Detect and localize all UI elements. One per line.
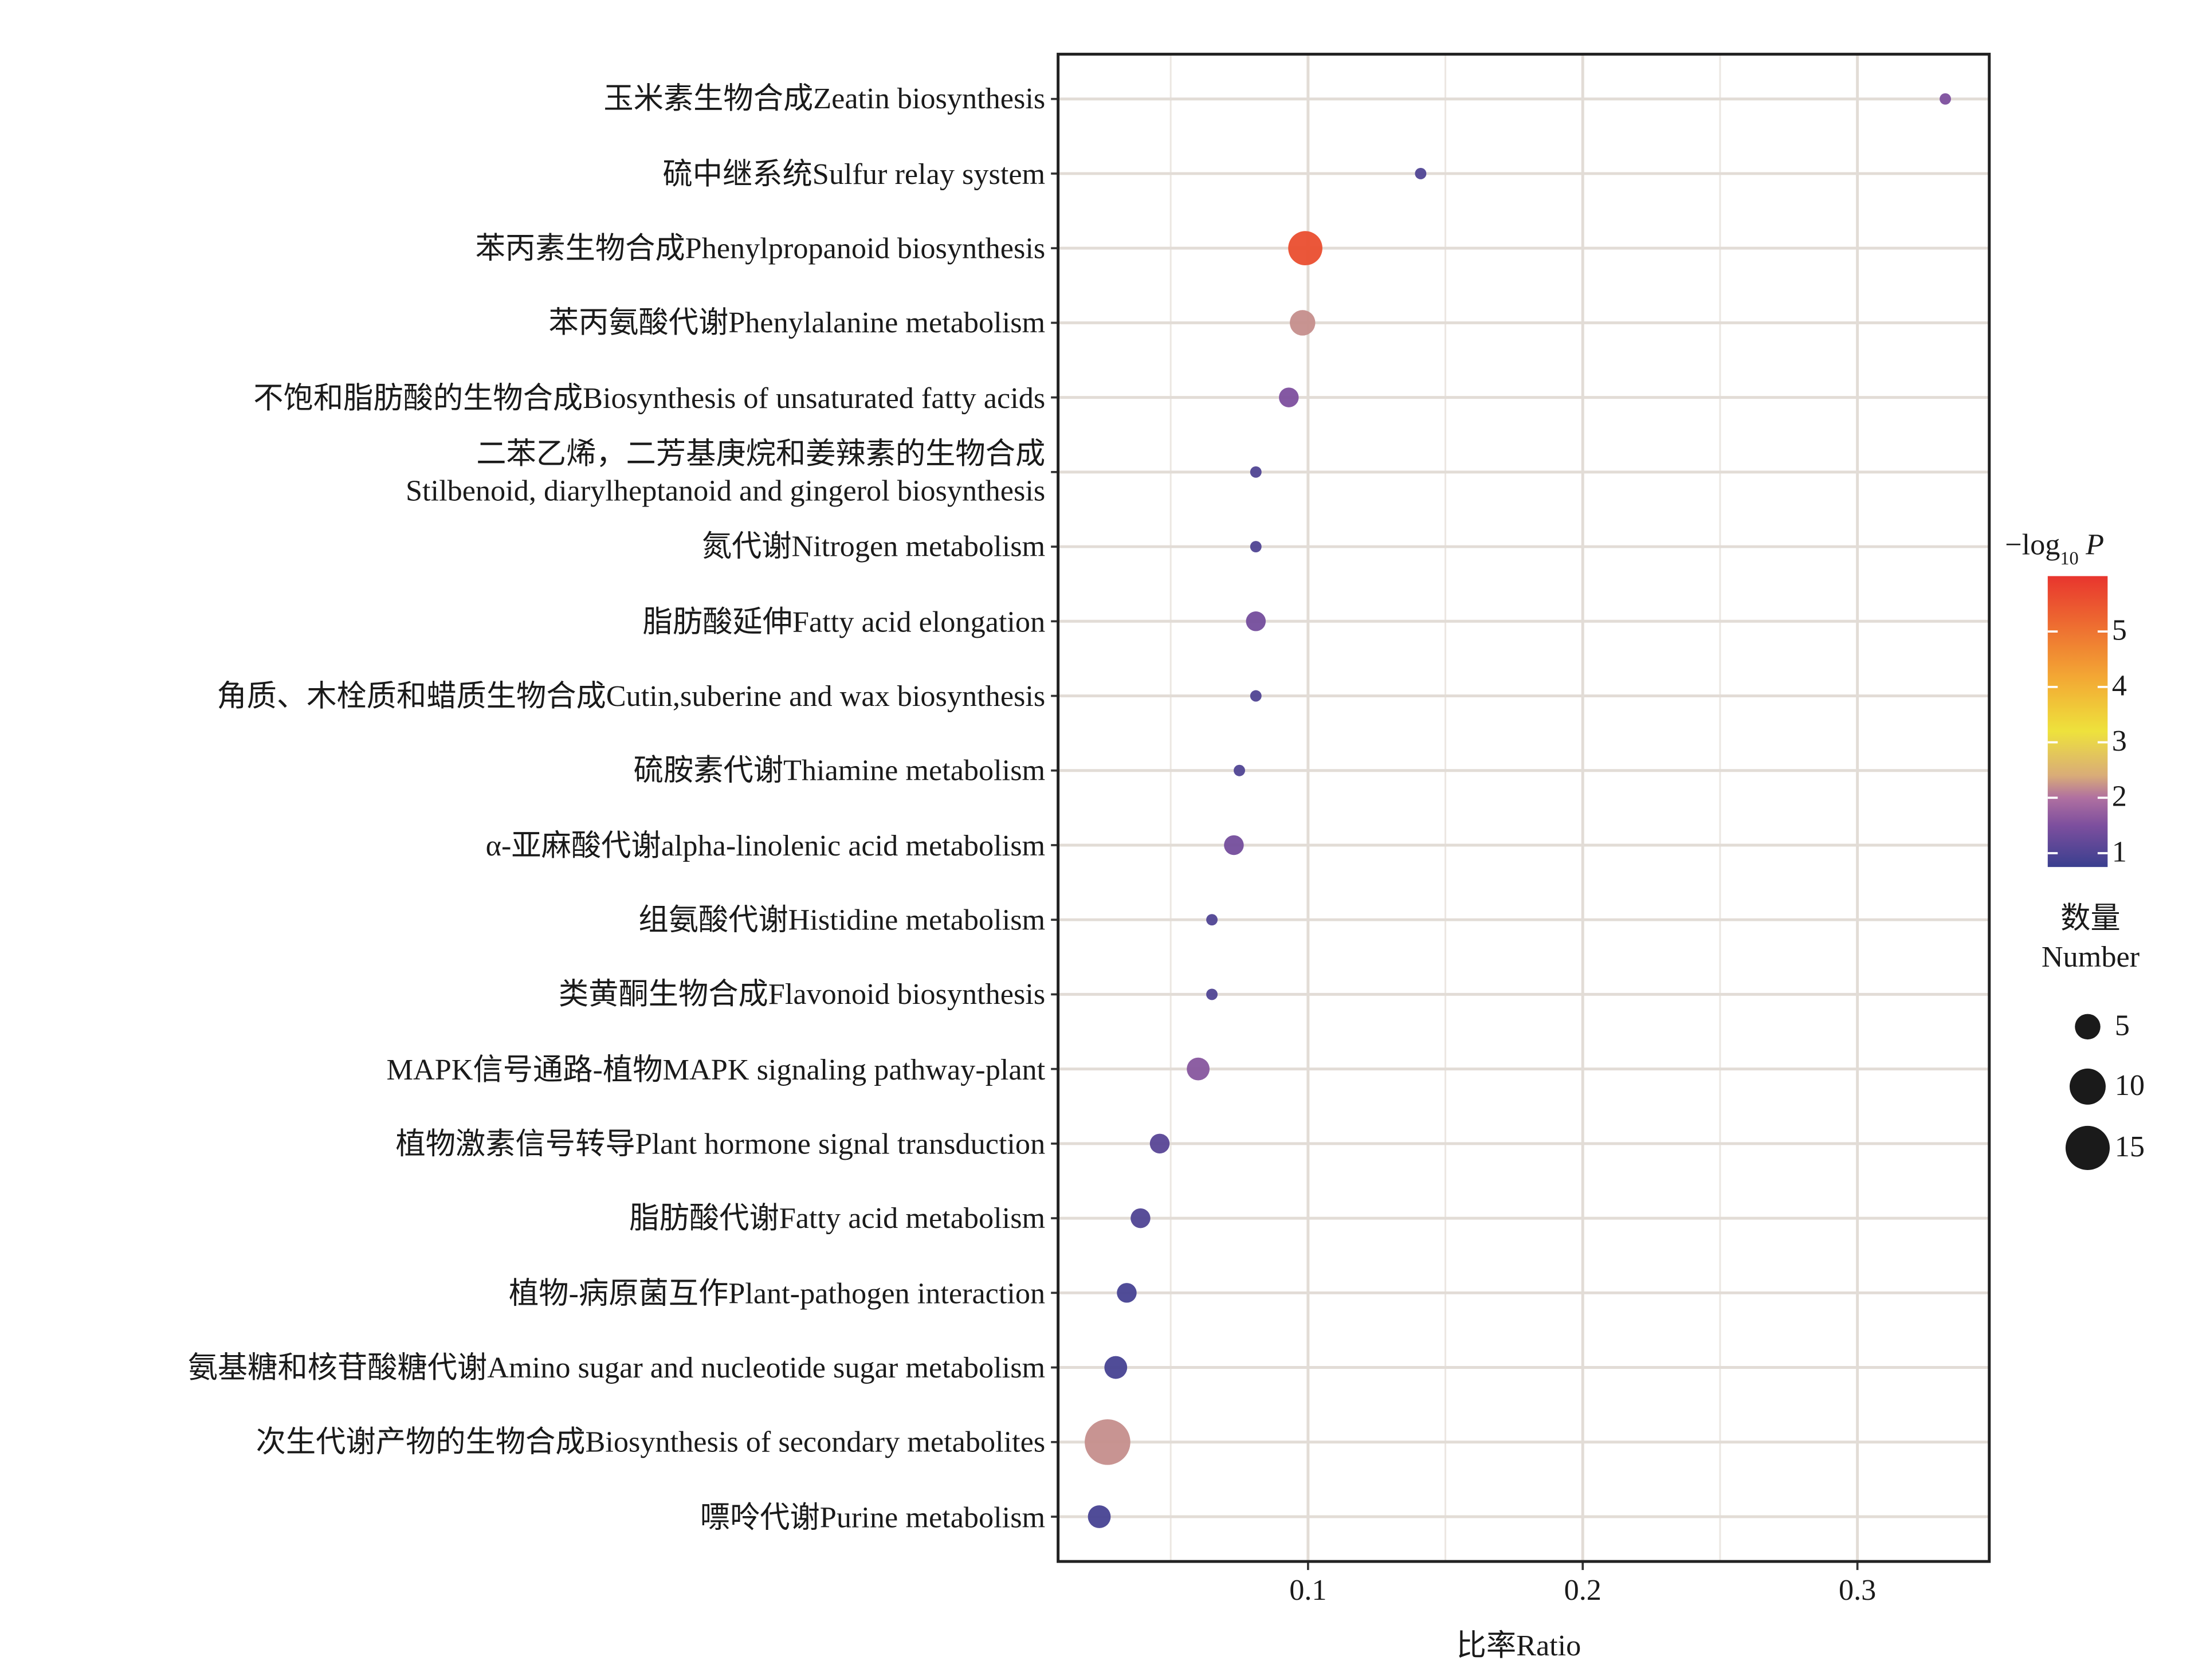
colorbar-tick-label: 2 <box>2112 780 2127 813</box>
y-tick-label: 类黄酮生物合成Flavonoid biosynthesis <box>558 977 1046 1012</box>
bubble <box>1250 690 1262 702</box>
colorbar <box>2047 576 2108 868</box>
y-tick-label: 脂肪酸延伸Fatty acid elongation <box>642 604 1046 639</box>
bubble <box>1250 466 1262 478</box>
y-tick-label: 脂肪酸代谢Fatty acid metabolism <box>629 1201 1046 1235</box>
y-tick-label: 氨基糖和核苷酸糖代谢Amino sugar and nucleotide sug… <box>187 1350 1046 1385</box>
y-tick-label: 植物-病原菌互作Plant-pathogen interaction <box>508 1275 1046 1310</box>
bubble <box>1279 387 1299 407</box>
size-legend-circle <box>2069 1068 2106 1105</box>
size-legend-label: 5 <box>2115 1008 2130 1042</box>
colorbar-tick-label: 4 <box>2112 669 2127 702</box>
y-tick-label: 次生代谢产物的生物合成Biosynthesis of secondary met… <box>256 1424 1046 1459</box>
y-tick-label: MAPK信号通路-植物MAPK signaling pathway-plant <box>386 1051 1046 1086</box>
bubble <box>1206 988 1218 1000</box>
colorbar-tick-label: 3 <box>2112 724 2127 757</box>
y-tick-label: 玉米素生物合成Zeatin biosynthesis <box>603 81 1046 116</box>
y-tick-label: 嘌呤代谢Purine metabolism <box>700 1500 1046 1534</box>
bubble <box>1250 541 1262 553</box>
y-tick-label: 硫胺素代谢Thiamine metabolism <box>633 753 1046 788</box>
size-legend-circle <box>2065 1125 2110 1170</box>
bubble <box>1104 1356 1128 1379</box>
bubble <box>1290 310 1316 336</box>
bubble <box>1131 1208 1151 1228</box>
bubble <box>1206 914 1218 926</box>
size-legend-label: 10 <box>2115 1069 2145 1102</box>
bubble <box>1088 1505 1111 1528</box>
bubble <box>1246 611 1266 631</box>
y-tick-label: 苯丙氨酸代谢Phenylalanine metabolism <box>548 305 1046 340</box>
y-tick-label: 植物激素信号转导Plant hormone signal transductio… <box>395 1126 1046 1161</box>
y-tick-label: 二苯乙烯，二芳基庚烷和姜辣素的生物合成 Stilbenoid, diarylhe… <box>405 436 1046 508</box>
y-tick-label: 角质、木栓质和蜡质生物合成Cutin,suberine and wax bios… <box>217 678 1046 713</box>
bubble <box>1415 167 1427 179</box>
bubble <box>1234 764 1245 776</box>
bubble <box>1149 1133 1170 1154</box>
colorbar-tick-label: 1 <box>2112 835 2127 868</box>
colorbar-title-sub: 10 <box>2060 548 2078 568</box>
bubble <box>1224 835 1244 855</box>
colorbar-tick-label: 5 <box>2112 614 2127 647</box>
size-legend-title: 数量 <box>2060 902 2121 935</box>
bubble <box>1117 1283 1137 1303</box>
colorbar-title: −log10 P <box>2005 528 2104 569</box>
plot-frame <box>1057 53 1991 1563</box>
colorbar-title-prefix: −log <box>2005 528 2060 562</box>
colorbar-title-var: P <box>2085 528 2104 562</box>
y-tick-label: 组氨酸代谢Histidine metabolism <box>638 902 1046 937</box>
x-tick-label: 0.1 <box>1289 1573 1326 1607</box>
bubble <box>1940 93 1951 105</box>
y-tick-label: 苯丙素生物合成Phenylpropanoid biosynthesis <box>475 231 1046 266</box>
size-legend-label: 15 <box>2115 1130 2145 1163</box>
y-tick-label: 硫中继系统Sulfur relay system <box>662 156 1046 191</box>
bubble <box>1085 1419 1131 1465</box>
x-tick-label: 0.3 <box>1839 1573 1876 1607</box>
bubble <box>1288 231 1322 266</box>
x-tick-label: 0.2 <box>1564 1573 1601 1607</box>
bubble <box>1187 1057 1210 1081</box>
y-tick-label: 不饱和脂肪酸的生物合成Biosynthesis of unsaturated f… <box>253 380 1046 415</box>
size-legend-circle <box>2075 1014 2101 1040</box>
y-tick-label: 氮代谢Nitrogen metabolism <box>701 529 1046 564</box>
x-axis-label: 比率Ratio <box>1457 1629 1581 1662</box>
size-legend-title: Number <box>2042 940 2140 974</box>
y-tick-label: α-亚麻酸代谢alpha-linolenic acid metabolism <box>485 828 1046 862</box>
